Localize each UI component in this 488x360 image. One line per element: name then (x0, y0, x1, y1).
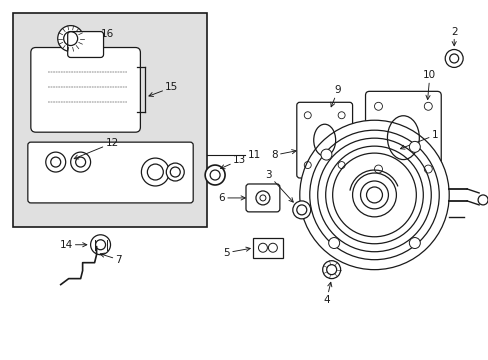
Circle shape (292, 201, 310, 219)
Circle shape (58, 26, 83, 51)
Circle shape (166, 163, 184, 181)
FancyBboxPatch shape (67, 32, 103, 58)
FancyBboxPatch shape (252, 238, 282, 258)
FancyBboxPatch shape (365, 91, 440, 184)
Circle shape (325, 146, 423, 244)
FancyBboxPatch shape (31, 48, 140, 132)
Circle shape (299, 120, 448, 270)
Text: 10: 10 (423, 71, 435, 99)
Circle shape (444, 50, 462, 67)
Circle shape (90, 235, 110, 255)
Text: 4: 4 (323, 282, 331, 305)
Circle shape (352, 173, 396, 217)
Text: 1: 1 (400, 130, 438, 149)
Circle shape (328, 238, 339, 248)
Circle shape (71, 152, 90, 172)
FancyBboxPatch shape (245, 184, 279, 212)
Text: 6: 6 (218, 193, 244, 203)
Text: 3: 3 (264, 170, 293, 202)
Text: 11: 11 (247, 150, 261, 160)
Text: 13: 13 (220, 155, 246, 169)
Text: 16: 16 (87, 28, 114, 39)
Circle shape (322, 261, 340, 279)
Circle shape (309, 130, 438, 260)
Circle shape (320, 149, 331, 160)
Text: 8: 8 (271, 150, 295, 160)
Circle shape (205, 165, 224, 185)
FancyBboxPatch shape (296, 102, 352, 178)
Circle shape (141, 158, 169, 186)
Circle shape (332, 153, 415, 237)
Text: 14: 14 (60, 240, 87, 250)
Circle shape (408, 238, 420, 248)
Text: 15: 15 (149, 82, 178, 96)
FancyBboxPatch shape (28, 142, 193, 203)
Circle shape (477, 195, 487, 205)
Text: 2: 2 (450, 27, 457, 46)
Text: 7: 7 (100, 253, 122, 265)
Circle shape (317, 138, 430, 252)
Circle shape (408, 141, 420, 152)
Circle shape (46, 152, 65, 172)
Bar (13, 13, 207, 227)
Text: 5: 5 (223, 247, 250, 258)
Text: 9: 9 (330, 85, 341, 107)
Text: 12: 12 (74, 138, 119, 159)
